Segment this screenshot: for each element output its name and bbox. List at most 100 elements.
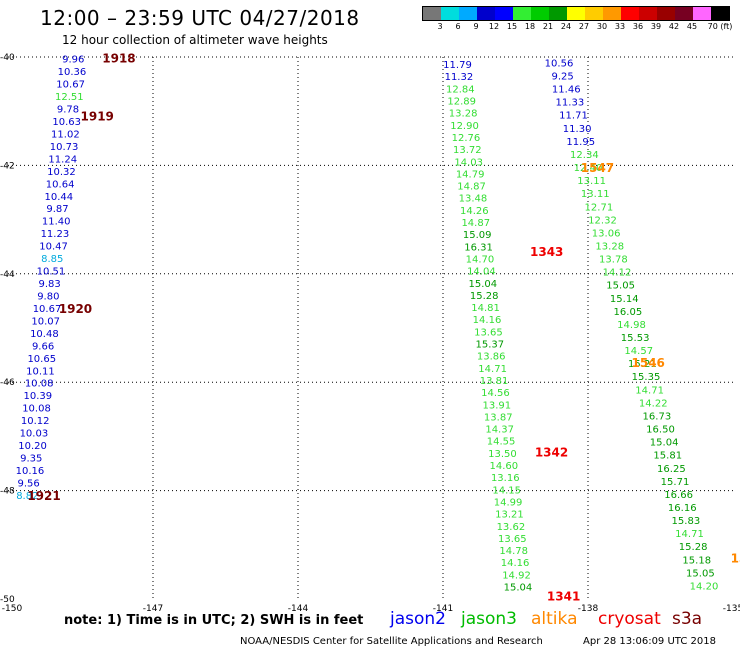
colorbar-label: 21 bbox=[542, 22, 554, 31]
wave-height-value: 12.32 bbox=[588, 215, 617, 226]
wave-height-value: 14.12 bbox=[603, 268, 632, 279]
wave-height-value: 9.25 bbox=[551, 71, 573, 82]
wave-height-value: 14.79 bbox=[456, 169, 485, 180]
wave-height-value: 12.76 bbox=[452, 133, 481, 144]
wave-height-value: 14.57 bbox=[624, 346, 653, 357]
latitude-tick-label: -40 bbox=[0, 53, 15, 63]
wave-height-value: 15.81 bbox=[653, 451, 682, 462]
latitude-tick-label: -44 bbox=[0, 270, 15, 280]
colorbar-label: 6 bbox=[455, 22, 461, 31]
colorbar-swatch bbox=[657, 7, 675, 20]
legend-jason2: jason2 bbox=[390, 609, 446, 629]
wave-height-value: 16.25 bbox=[657, 464, 686, 475]
wave-height-value: 14.98 bbox=[617, 320, 646, 331]
wave-height-value: 16.66 bbox=[664, 490, 693, 501]
pass-time-label: 1920 bbox=[59, 302, 92, 316]
wave-height-value: 13.48 bbox=[459, 194, 488, 205]
wave-height-value: 10.12 bbox=[21, 416, 50, 427]
wave-height-value: 10.08 bbox=[25, 379, 54, 390]
wave-height-value: 10.07 bbox=[31, 316, 60, 327]
wave-height-value: 15.09 bbox=[463, 230, 492, 241]
wave-height-value: 12.90 bbox=[450, 121, 479, 132]
wave-height-value: 11.02 bbox=[51, 129, 80, 140]
colorbar-label: 24 bbox=[560, 22, 572, 31]
wave-height-value: 11.95 bbox=[566, 137, 595, 148]
wave-height-value: 10.36 bbox=[58, 67, 87, 78]
wave-height-value: 10.16 bbox=[16, 466, 45, 477]
wave-height-value: 15.28 bbox=[470, 291, 499, 302]
latitude-tick-label: -46 bbox=[0, 378, 15, 388]
colorbar-swatch bbox=[531, 7, 549, 20]
wave-height-value: 9.56 bbox=[18, 478, 40, 489]
map-title: 12:00 – 23:59 UTC 04/27/2018 bbox=[40, 6, 360, 30]
latitude-tick-label: -42 bbox=[0, 161, 15, 171]
wave-height-value: 11.40 bbox=[42, 217, 71, 228]
wave-height-value: 15.28 bbox=[679, 542, 708, 553]
legend-s3a: s3a bbox=[672, 609, 703, 629]
wave-height-value: 8.85 bbox=[41, 254, 63, 265]
wave-height-value: 11.71 bbox=[559, 111, 588, 122]
wave-height-value: 14.55 bbox=[487, 437, 516, 448]
wave-height-value: 15.05 bbox=[686, 568, 715, 579]
colorbar-swatch bbox=[675, 7, 693, 20]
wave-height-value: 16.05 bbox=[614, 307, 643, 318]
longitude-tick-label: -147 bbox=[143, 604, 163, 614]
colorbar-label: 18 bbox=[524, 22, 536, 31]
wave-height-value: 14.99 bbox=[494, 497, 523, 508]
wave-height-value: 15.04 bbox=[650, 438, 679, 449]
colorbar-swatch bbox=[603, 7, 621, 20]
wave-height-value: 14.92 bbox=[502, 570, 531, 581]
colorbar-swatch bbox=[711, 7, 729, 20]
wave-height-value: 10.65 bbox=[27, 354, 56, 365]
wave-height-value: 13.11 bbox=[581, 189, 610, 200]
pass-time-label: 1343 bbox=[530, 245, 563, 259]
colorbar-swatch bbox=[477, 7, 495, 20]
wave-height-value: 15.18 bbox=[682, 555, 711, 566]
wave-height-value: 13.28 bbox=[595, 241, 624, 252]
wave-height-value: 10.48 bbox=[30, 329, 59, 340]
longitude-tick-label: -138 bbox=[578, 604, 599, 614]
wave-height-value: 14.04 bbox=[467, 267, 496, 278]
wave-height-value: 10.11 bbox=[26, 366, 55, 377]
wave-height-value: 11.32 bbox=[445, 72, 474, 83]
wave-height-value: 14.70 bbox=[466, 254, 495, 265]
colorbar-labels: 3 6 9 12 15 18 21 24 27 30 33 36 39 42 45 70 (ft) bbox=[422, 22, 732, 34]
wave-height-value: 11.33 bbox=[556, 98, 585, 109]
wave-height-value: 14.71 bbox=[478, 364, 507, 375]
wave-height-value: 15.83 bbox=[672, 516, 701, 527]
colorbar-swatch bbox=[621, 7, 639, 20]
map-subtitle: 12 hour collection of altimeter wave hei… bbox=[62, 33, 328, 47]
wave-height-value: 10.67 bbox=[33, 304, 62, 315]
colorbar-label: 15 bbox=[506, 22, 518, 31]
pass-time-label: 1921 bbox=[27, 489, 60, 503]
wave-height-value: 12.40 bbox=[574, 163, 603, 174]
wave-height-value: 14.26 bbox=[460, 206, 489, 217]
wave-height-value: 10.44 bbox=[44, 192, 73, 203]
wave-height-value: 14.20 bbox=[690, 581, 719, 592]
wave-height-value: 12.84 bbox=[446, 84, 475, 95]
latitude-tick-label: -50 bbox=[0, 595, 15, 605]
wave-height-value: 16.73 bbox=[643, 411, 672, 422]
colorbar-swatch bbox=[567, 7, 585, 20]
wave-height-value: 9.83 bbox=[39, 279, 61, 290]
footer-credit: NOAA/NESDIS Center for Satellite Applica… bbox=[240, 636, 543, 647]
legend-cryosat: cryosat bbox=[598, 609, 661, 629]
wave-height-value: 9.96 bbox=[62, 55, 84, 66]
footer-timestamp: Apr 28 13:06:09 UTC 2018 bbox=[583, 636, 716, 647]
colorbar-swatch bbox=[441, 7, 459, 20]
wave-height-value: 15.21 bbox=[628, 359, 657, 370]
wave-height-colorbar bbox=[422, 6, 730, 21]
wave-height-value: 9.80 bbox=[37, 291, 59, 302]
wave-height-value: 9.66 bbox=[32, 341, 54, 352]
colorbar-label: 45 bbox=[686, 22, 698, 31]
wave-height-value: 15.71 bbox=[661, 477, 690, 488]
colorbar-swatch bbox=[639, 7, 657, 20]
wave-height-value: 14.81 bbox=[471, 303, 500, 314]
wave-height-value: 15.53 bbox=[621, 333, 650, 344]
legend-jason3: jason3 bbox=[461, 609, 517, 629]
wave-height-value: 16.16 bbox=[668, 503, 697, 514]
wave-height-value: 10.56 bbox=[545, 58, 574, 69]
colorbar-label: 30 bbox=[596, 22, 608, 31]
wave-height-value: 15.05 bbox=[606, 281, 635, 292]
colorbar-label: 12 bbox=[488, 22, 500, 31]
